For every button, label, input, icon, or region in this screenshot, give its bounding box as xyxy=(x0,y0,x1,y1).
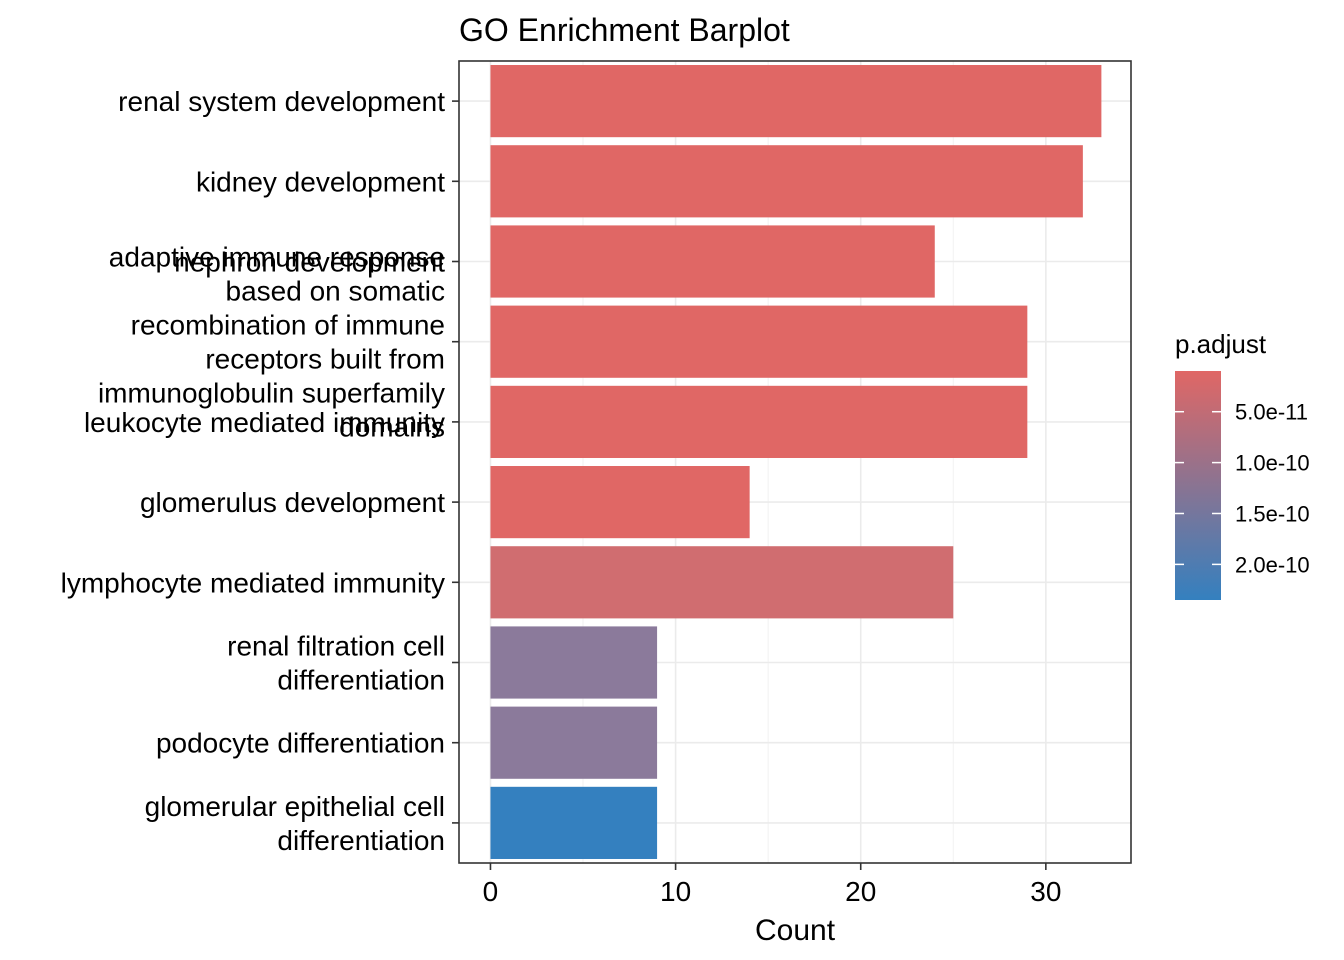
y-tick-label: renal system development xyxy=(118,86,445,117)
plot-border xyxy=(458,60,1132,864)
x-tick-label: 20 xyxy=(845,876,876,907)
bar xyxy=(490,626,658,699)
legend-tick-label: 1.0e-10 xyxy=(1235,451,1310,476)
bar xyxy=(490,385,1028,458)
bar xyxy=(490,786,658,859)
legend-tick-label: 2.0e-10 xyxy=(1235,552,1310,577)
x-axis-title: Count xyxy=(755,914,836,947)
y-tick-label: leukocyte mediated immunity xyxy=(84,407,445,438)
bar xyxy=(490,225,935,298)
bar xyxy=(490,145,1083,218)
legend-tick-label: 5.0e-11 xyxy=(1235,400,1308,425)
y-tick-label: adaptive immune response based on somatic… xyxy=(98,242,445,443)
bar xyxy=(490,305,1028,378)
y-tick-label: kidney development xyxy=(196,166,445,197)
y-tick-label: nephron development xyxy=(174,247,445,278)
bar xyxy=(490,466,750,539)
x-tick-label: 0 xyxy=(483,876,499,907)
chart-title: GO Enrichment Barplot xyxy=(459,12,790,48)
bar xyxy=(490,706,658,779)
y-tick-label: lymphocyte mediated immunity xyxy=(61,567,445,598)
x-tick-label: 10 xyxy=(660,876,691,907)
x-tick-label: 30 xyxy=(1030,876,1061,907)
y-tick-label: podocyte differentiation xyxy=(156,728,445,759)
bar xyxy=(490,65,1102,138)
legend-colorbar xyxy=(1175,371,1221,600)
bar xyxy=(490,546,954,619)
legend-tick-label: 1.5e-10 xyxy=(1235,501,1310,526)
y-tick-label: glomerular epithelial cell differentiatio… xyxy=(145,791,445,856)
legend-title: p.adjust xyxy=(1175,329,1267,359)
y-tick-label: renal filtration cell differentiation xyxy=(227,631,445,696)
y-tick-label: glomerulus development xyxy=(140,487,445,518)
